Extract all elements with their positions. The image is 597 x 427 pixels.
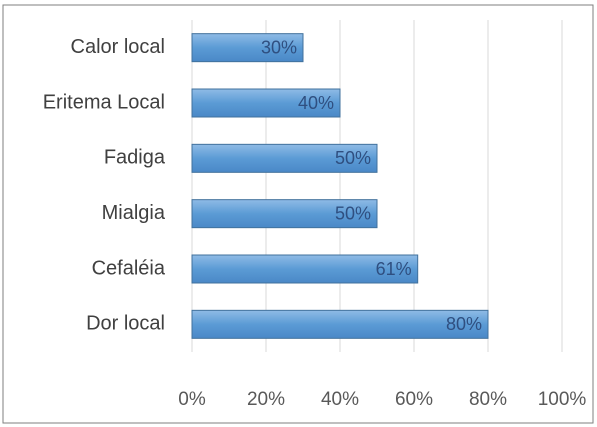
bar xyxy=(191,143,378,173)
y-tick-label: Dor local xyxy=(86,313,165,335)
y-tick-label: Mialgia xyxy=(102,202,166,224)
bar xyxy=(191,309,489,339)
bar xyxy=(191,254,419,284)
data-label: 61% xyxy=(376,259,412,279)
x-tick-label: 0% xyxy=(178,389,206,410)
data-label: 80% xyxy=(446,314,482,334)
x-tick-label: 80% xyxy=(469,389,507,410)
y-tick-label: Eritema Local xyxy=(43,91,165,113)
bar xyxy=(191,199,378,229)
data-label: 40% xyxy=(298,93,334,113)
x-tick-label: 40% xyxy=(321,389,359,410)
y-tick-label: Fadiga xyxy=(104,147,166,169)
y-tick-label: Calor local xyxy=(71,36,165,58)
bar xyxy=(191,88,341,118)
data-label: 30% xyxy=(261,37,297,57)
data-label: 50% xyxy=(335,148,371,168)
x-tick-label: 20% xyxy=(247,389,285,410)
x-tick-label: 100% xyxy=(538,389,587,410)
data-label: 50% xyxy=(335,203,371,223)
y-tick-label: Cefaléia xyxy=(92,257,166,279)
x-tick-label: 60% xyxy=(395,389,433,410)
bar xyxy=(191,33,304,63)
